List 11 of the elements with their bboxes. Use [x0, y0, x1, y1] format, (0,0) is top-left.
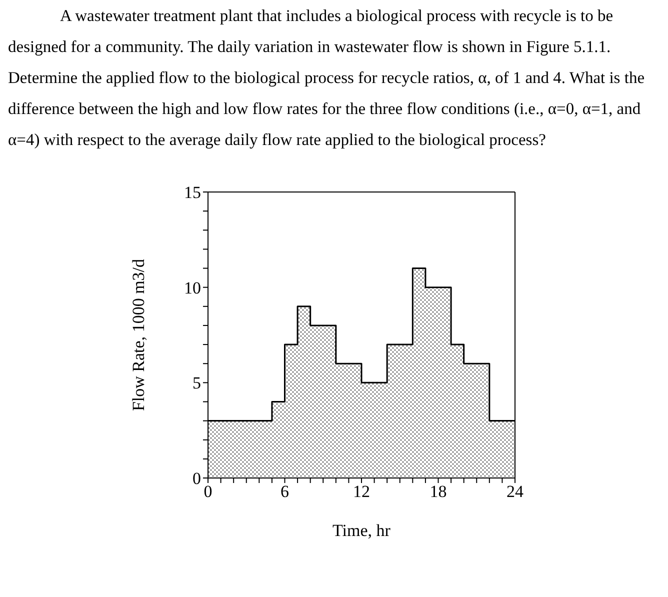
x-tick-label: 24: [506, 482, 524, 502]
y-tick-label: 0: [192, 469, 201, 488]
y-axis-title: Flow Rate, 1000 m3/d: [129, 258, 148, 412]
x-axis-title: Time, hr: [332, 521, 391, 540]
y-tick-label: 10: [184, 278, 201, 298]
x-tick-label: 12: [353, 482, 370, 502]
x-tick-label: 18: [430, 482, 447, 502]
text: A wastewater treatment plant that includes a biological process with recycle is to be designed for a community. The daily variation in wastewater flow is shown in Figure 5.1.1. Determine the applied flow to the biological process for recycle ratios, α, of 1 and 4. What is the difference between the high and low flow rates for the three flow conditions (i.e., α=0, α=1, and α=4) with respect to the average daily flow rate applied to the biological process?: [8, 5, 646, 151]
y-tick-label: 15: [184, 183, 201, 202]
y-tick-label: 5: [192, 374, 201, 393]
x-tick-label: 6: [280, 482, 289, 502]
